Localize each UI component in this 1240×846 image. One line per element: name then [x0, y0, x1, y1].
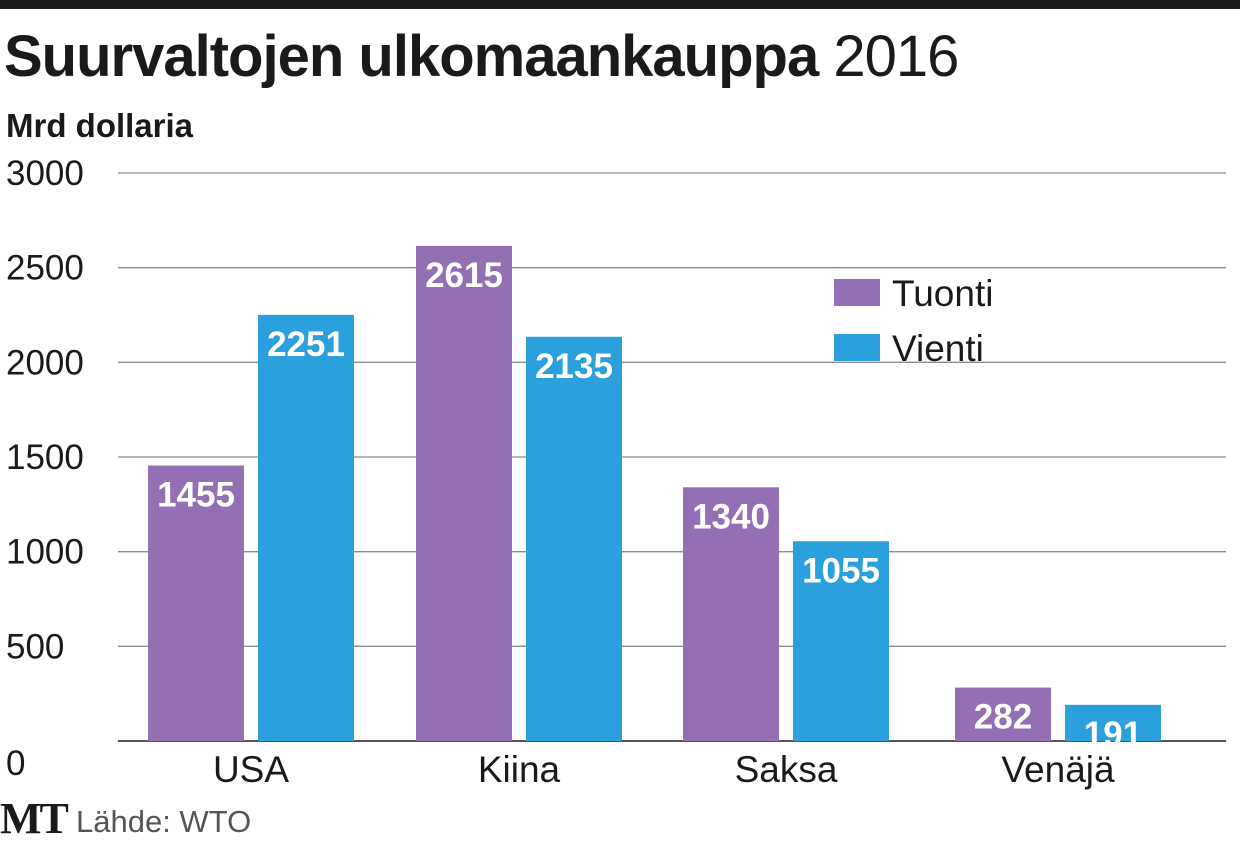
top-rule: [0, 0, 1240, 9]
data-label: 1340: [692, 497, 770, 536]
data-label: 2615: [425, 256, 503, 295]
chart-title-main: Suurvaltojen ulkomaankauppa: [4, 24, 819, 89]
chart-title-year: 2016: [833, 24, 959, 89]
legend-swatch-vienti: [834, 334, 880, 361]
y-tick-label: 2000: [6, 343, 84, 382]
x-tick-label: Saksa: [735, 749, 838, 790]
data-label: 1055: [802, 551, 880, 590]
data-label: 191: [1084, 715, 1142, 754]
data-label: 2251: [267, 325, 345, 364]
chart-title: Suurvaltojen ulkomaankauppa 2016: [4, 22, 959, 92]
y-tick-label: 2500: [6, 249, 84, 288]
y-tick-label: 1000: [6, 533, 84, 572]
data-label: 282: [974, 698, 1032, 737]
bar-vienti-3: [1065, 704, 1161, 741]
legend-label-vienti: Vienti: [892, 328, 984, 369]
bar-tuonti-1: [416, 245, 512, 742]
data-label: 2135: [535, 347, 613, 386]
y-tick-label: 0: [6, 744, 25, 783]
y-tick-label: 3000: [6, 154, 84, 193]
y-tick-label: 1500: [6, 438, 84, 477]
bar-tuonti-0: [148, 465, 244, 741]
x-tick-label: Kiina: [478, 749, 561, 790]
legend-label-tuonti: Tuonti: [892, 273, 993, 314]
x-tick-label: USA: [213, 749, 289, 790]
bar-vienti-1: [526, 336, 622, 741]
x-tick-label: Venäjä: [1001, 749, 1115, 790]
bar-vienti-2: [793, 541, 889, 741]
bar-tuonti-2: [683, 487, 779, 741]
y-tick-label: 500: [6, 627, 64, 666]
mt-logo: MT: [0, 794, 69, 843]
bar-tuonti-3: [955, 687, 1051, 741]
bar-vienti-0: [258, 314, 354, 741]
data-label: 1455: [157, 476, 235, 515]
legend-swatch-tuonti: [834, 279, 880, 306]
source-note: Lähde: WTO: [76, 804, 252, 839]
y-axis-unit-label: Mrd dollaria: [6, 107, 194, 144]
